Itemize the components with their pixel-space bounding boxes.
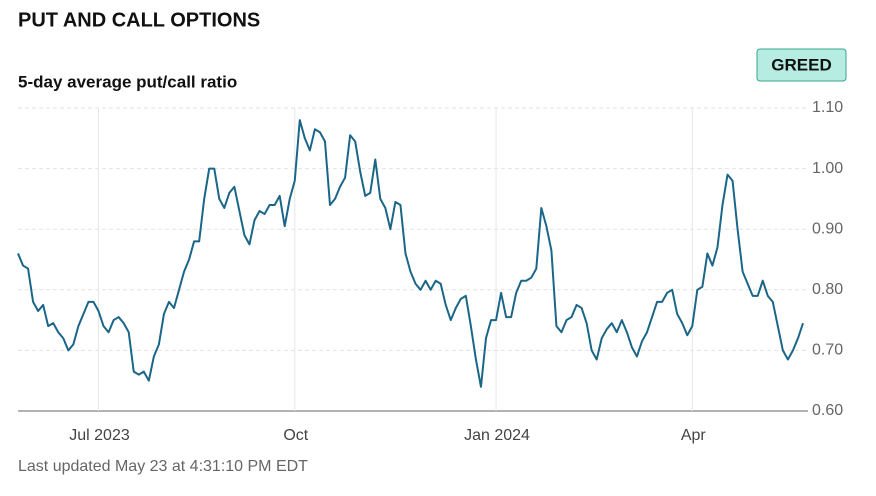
chart-title: PUT AND CALL OPTIONS	[18, 9, 260, 31]
x-tick-label: Jan 2024	[464, 427, 530, 444]
x-tick-label: Apr	[681, 427, 707, 444]
footnote: Last updated May 23 at 4:31:10 PM EDT	[18, 458, 308, 475]
y-tick-label: 0.90	[812, 220, 843, 237]
badge: GREED	[771, 55, 831, 74]
y-tick-label: 0.70	[812, 342, 843, 359]
y-tick-label: 0.80	[812, 281, 843, 298]
chart-subtitle: 5-day average put/call ratio	[18, 72, 237, 91]
y-tick-label: 0.60	[812, 402, 843, 419]
y-tick-label: 1.10	[812, 99, 843, 116]
x-tick-label: Oct	[283, 427, 308, 444]
badge-box	[756, 48, 847, 82]
line	[17, 119, 804, 388]
x-tick-label: Jul 2023	[69, 427, 130, 444]
y-tick-label: 1.00	[812, 160, 843, 177]
